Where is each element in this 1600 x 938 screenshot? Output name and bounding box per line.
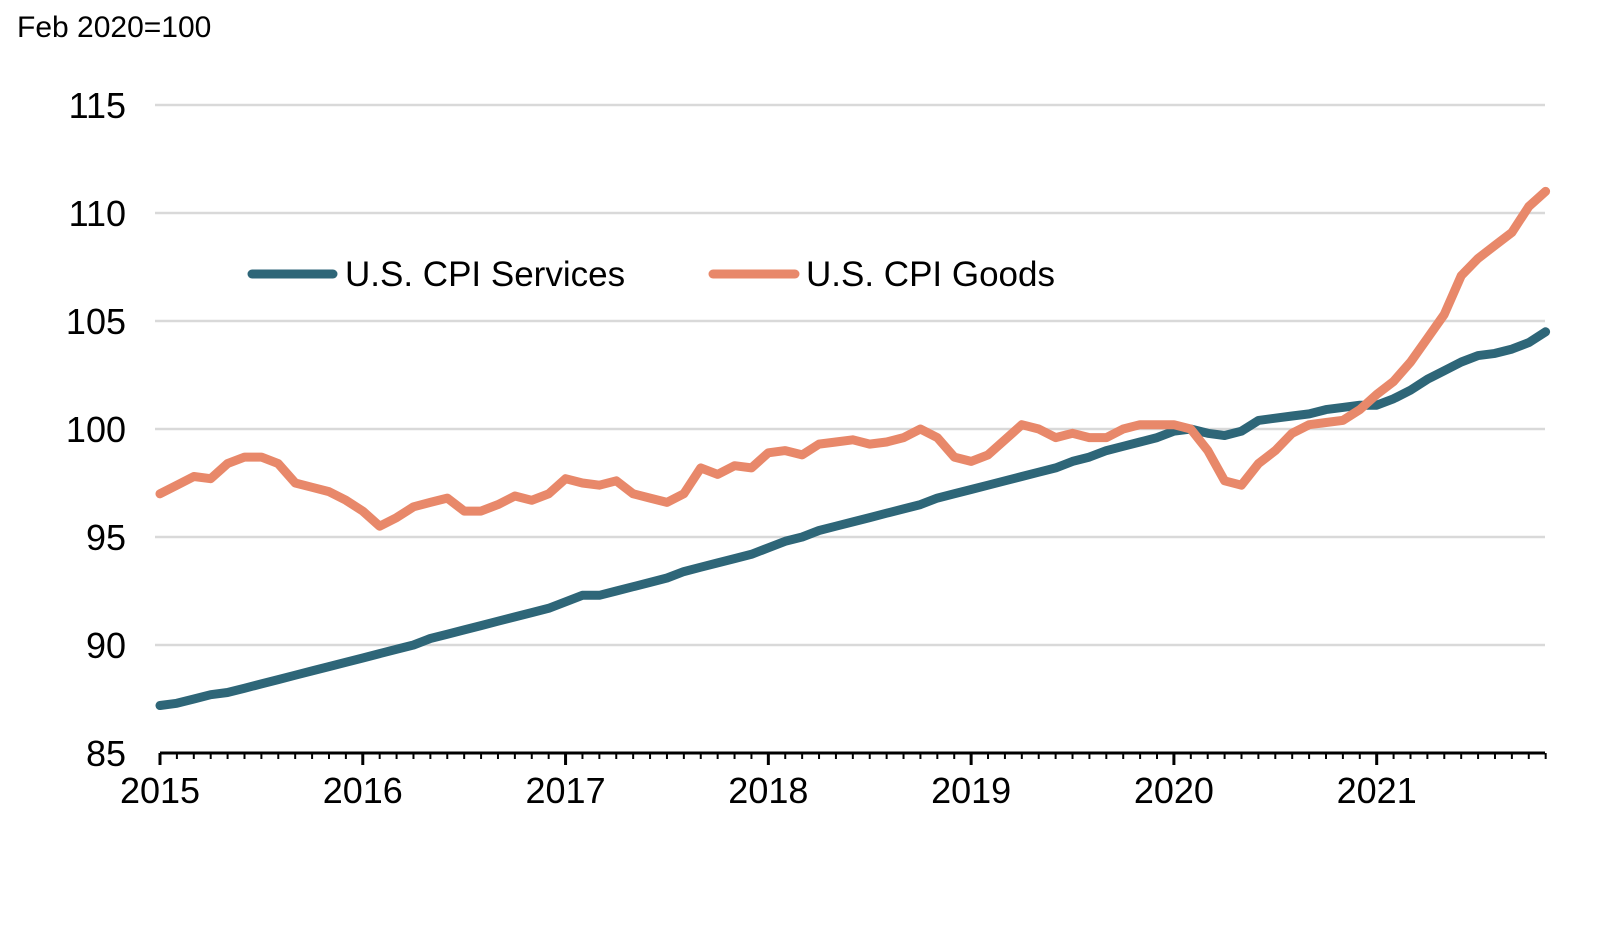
- y-tick-label: 110: [69, 193, 126, 234]
- legend-label: U.S. CPI Goods: [806, 255, 1055, 294]
- y-tick-label: 85: [86, 733, 126, 774]
- y-tick-label: 90: [86, 625, 126, 666]
- x-axis: 2015 2016 2017 2018 2019 2020 2021: [120, 751, 1547, 811]
- x-tick-label: 2020: [1134, 770, 1214, 811]
- x-tick-label: 2016: [323, 770, 403, 811]
- y-unit-label: Feb 2020=100: [17, 11, 211, 44]
- series-line-1: [155, 186, 1551, 531]
- y-tick-labels: 85 90 95 100 105 110 115: [66, 85, 126, 774]
- x-tick-label: 2015: [120, 770, 200, 811]
- series-line-0: [155, 327, 1551, 710]
- x-tick-label: 2018: [728, 770, 808, 811]
- legend: U.S. CPI Services U.S. CPI Goods: [247, 255, 1055, 294]
- y-tick-label: 115: [69, 85, 126, 126]
- x-tick-label: 2019: [931, 770, 1011, 811]
- y-tick-label: 100: [66, 409, 126, 450]
- legend-label: U.S. CPI Services: [345, 255, 625, 294]
- series-lines: [155, 186, 1551, 710]
- gridlines: [155, 103, 1545, 647]
- x-tick-label: 2021: [1337, 770, 1417, 811]
- y-tick-label: 95: [86, 517, 126, 558]
- x-tick-label: 2017: [526, 770, 606, 811]
- y-tick-label: 105: [66, 301, 126, 342]
